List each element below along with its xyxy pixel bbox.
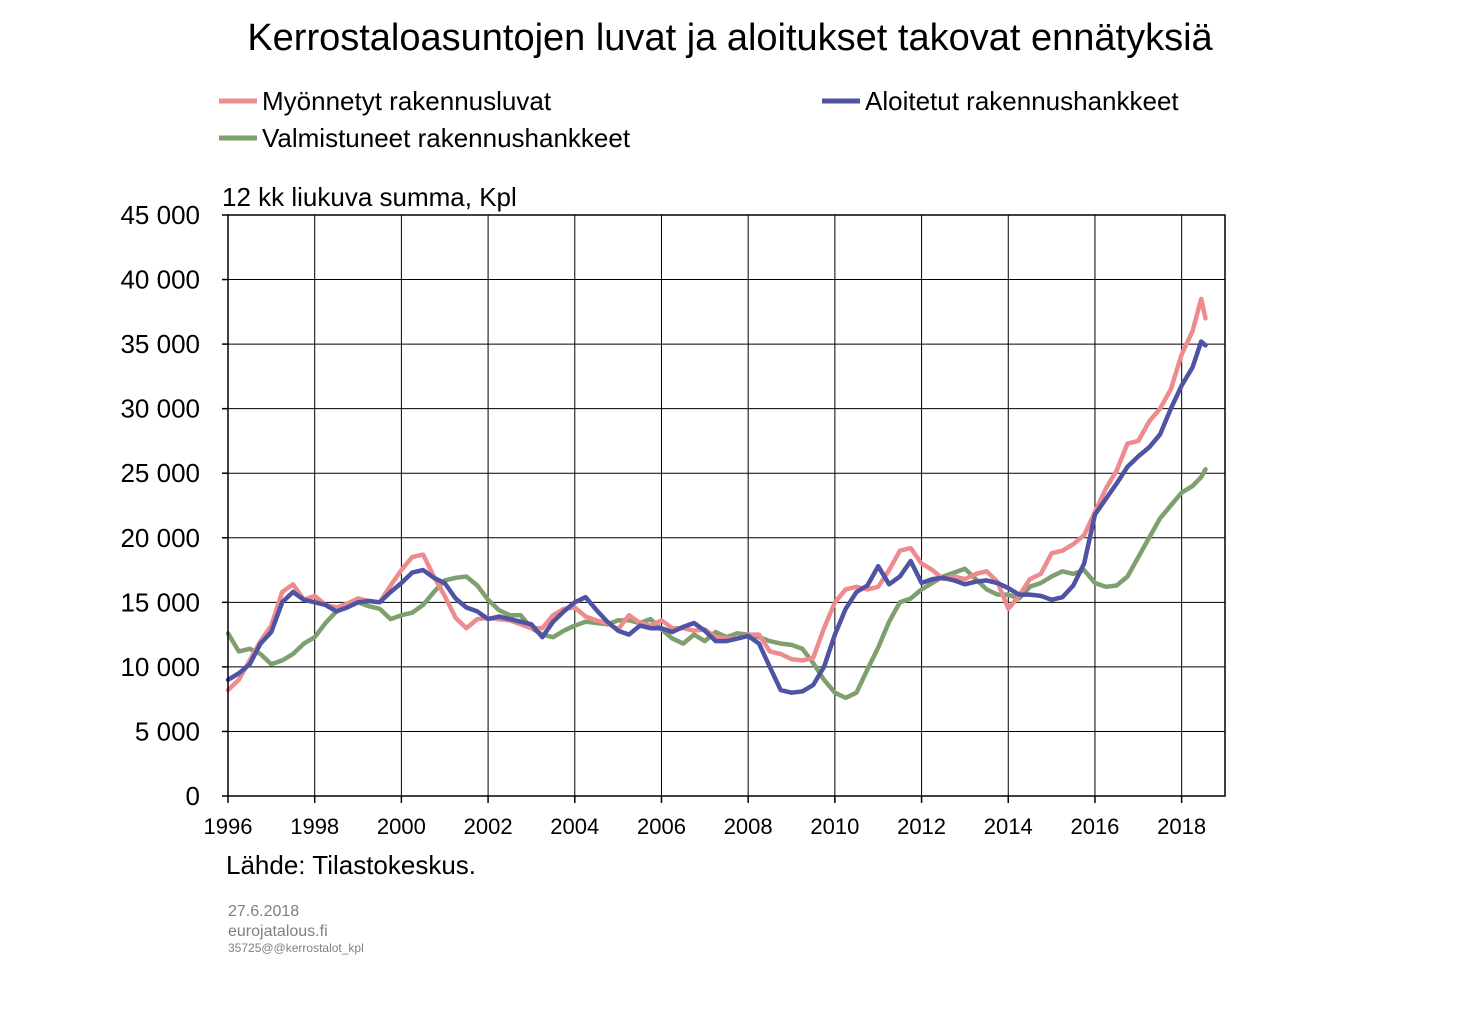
footer-site: eurojatalous.fi [228, 923, 328, 940]
y-tick-label: 40 000 [120, 265, 200, 295]
legend-label-aloitetut: Aloitetut rakennushankkeet [865, 86, 1179, 116]
x-tick-label: 2012 [897, 814, 946, 839]
x-tick-label: 2008 [724, 814, 773, 839]
x-tick-label: 2018 [1157, 814, 1206, 839]
y-tick-label: 20 000 [120, 523, 200, 553]
footer-code: 35725@@kerrostalot_kpl [228, 941, 364, 955]
x-tick-label: 2006 [637, 814, 686, 839]
x-tick-label: 1998 [290, 814, 339, 839]
legend-label-valmistuneet: Valmistuneet rakennushankkeet [262, 123, 631, 153]
source-note: Lähde: Tilastokeskus. [226, 850, 476, 880]
y-tick-label: 5 000 [135, 716, 200, 746]
series-aloitetut-line [225, 339, 1208, 695]
y-tick-label: 15 000 [120, 587, 200, 617]
plot-frame [227, 214, 1226, 797]
y-tick-label: 45 000 [120, 200, 200, 230]
x-axis-ticks: 1996 1998 2000 2002 2004 2006 2008 2010 2012 2014… [204, 796, 1206, 839]
x-tick-label: 2016 [1070, 814, 1119, 839]
chart-title: Kerrostaloasuntojen luvat ja aloitukset … [247, 17, 1213, 59]
y-tick-label: 30 000 [120, 394, 200, 424]
x-tick-label: 1996 [204, 814, 253, 839]
unit-label: 12 kk liukuva summa, Kpl [222, 182, 517, 212]
x-tick-label: 2014 [984, 814, 1033, 839]
footer-date: 27.6.2018 [228, 903, 299, 920]
x-tick-label: 2000 [377, 814, 426, 839]
x-tick-label: 2002 [464, 814, 513, 839]
legend-label-myonnetyt: Myönnetyt rakennusluvat [262, 86, 552, 116]
y-tick-label: 25 000 [120, 458, 200, 488]
y-axis-ticks: 0 5 000 10 000 15 000 20 000 25 000 30 000 35 0… [120, 200, 228, 811]
series-valmistuneet-line [225, 467, 1208, 701]
plot-area: 0 5 000 10 000 15 000 20 000 25 000 30 000 35 0… [120, 200, 1226, 839]
y-tick-label: 0 [186, 781, 200, 811]
x-tick-label: 2010 [810, 814, 859, 839]
series-lines [225, 296, 1208, 701]
y-tick-label: 35 000 [120, 329, 200, 359]
series-myonnetyt-line [225, 296, 1208, 693]
y-tick-label: 10 000 [120, 652, 200, 682]
x-tick-label: 2004 [550, 814, 599, 839]
legend: Myönnetyt rakennusluvat Aloitetut rakenn… [219, 86, 1179, 153]
gridlines [228, 215, 1225, 796]
